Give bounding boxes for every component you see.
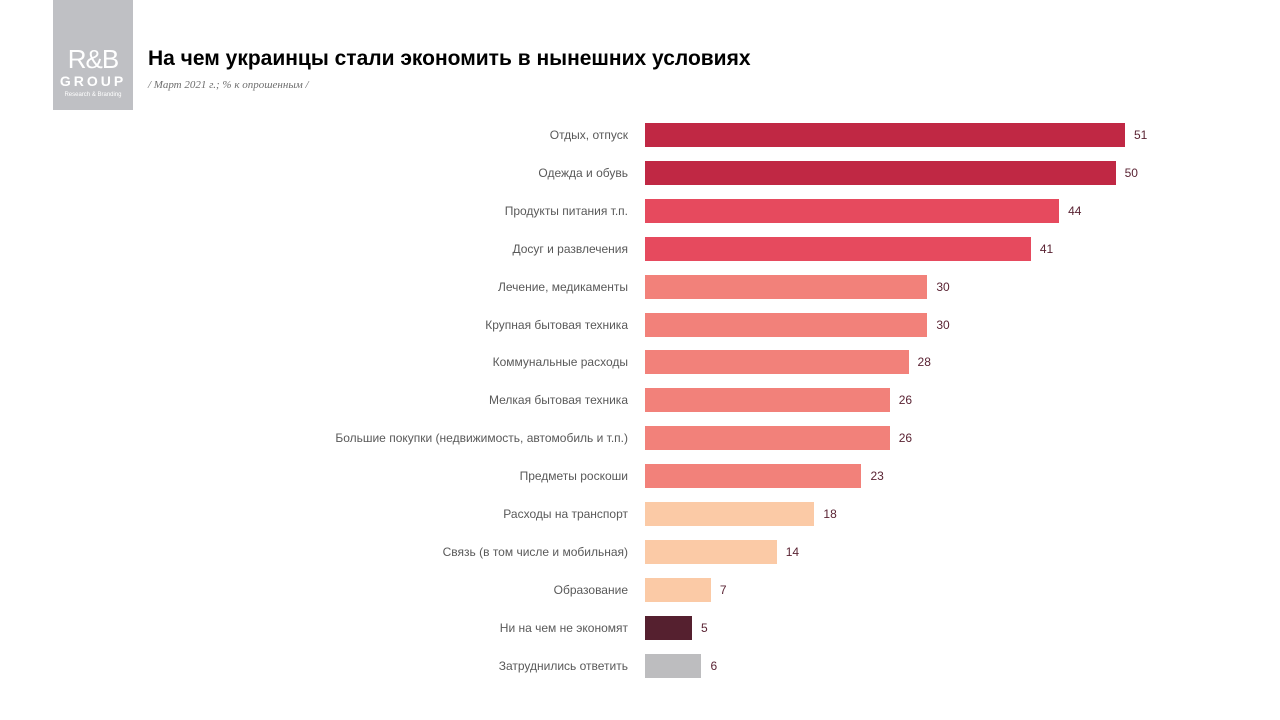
rb-group-logo: R&B GROUP Research & Branding: [53, 0, 133, 110]
category-label: Одежда и обувь: [538, 165, 628, 180]
value-label: 23: [870, 469, 884, 484]
category-label: Отдых, отпуск: [549, 128, 628, 142]
value-label: 6: [710, 658, 718, 673]
category-label: Крупная бытовая техника: [485, 317, 628, 332]
value-label: 30: [936, 317, 950, 332]
value-label: 28: [917, 355, 931, 370]
value-label: 18: [823, 507, 837, 521]
category-label: Ни на чем не экономят: [499, 620, 628, 635]
category-label: Большие покупки (недвижимость, автомобил…: [335, 431, 628, 446]
chart-subtitle: / Март 2021 г.; % к опрошенным /: [148, 79, 309, 91]
bar: [645, 236, 1031, 261]
bar: [645, 160, 1116, 185]
category-label: Связь (в том числе и мобильная): [442, 544, 628, 559]
value-label: 41: [1039, 241, 1054, 256]
logo-tagline: Research & Branding: [64, 92, 122, 98]
bar: [645, 464, 862, 489]
value-label: 26: [898, 393, 913, 408]
bar: [645, 577, 711, 602]
category-label: Образование: [553, 582, 628, 597]
value-label: 44: [1068, 203, 1082, 218]
category-label: Расходы на транспорт: [503, 507, 628, 521]
chart-title: На чем украинцы стали экономить в нынешн…: [148, 47, 751, 70]
bar: [645, 615, 693, 640]
bar: [645, 350, 909, 375]
value-label: 7: [719, 582, 727, 597]
logo-mark: R&B: [67, 44, 119, 74]
logo-group: GROUP: [59, 73, 127, 89]
bar: [645, 198, 1060, 223]
bar: [645, 312, 928, 337]
bar: [645, 502, 815, 526]
category-label: Затруднились ответить: [498, 658, 628, 673]
value-label: 14: [785, 544, 800, 559]
bar: [645, 653, 702, 678]
value-label: 50: [1124, 165, 1138, 180]
value-label: 5: [701, 620, 708, 635]
category-label: Мелкая бытовая техника: [489, 393, 628, 408]
bar: [645, 426, 890, 451]
value-label: 26: [898, 431, 913, 446]
category-label: Продукты питания т.п.: [504, 203, 628, 218]
category-label: Коммунальные расходы: [492, 355, 628, 370]
value-label: 30: [936, 279, 950, 294]
category-label: Предметы роскоши: [519, 469, 628, 484]
bar: [645, 539, 777, 564]
value-label: 51: [1134, 128, 1148, 142]
category-label: Лечение, медикаменты: [498, 279, 628, 294]
bar: [645, 274, 928, 299]
bar: [645, 123, 1125, 147]
bar: [645, 388, 890, 413]
category-label: Досуг и развлечения: [512, 241, 628, 256]
